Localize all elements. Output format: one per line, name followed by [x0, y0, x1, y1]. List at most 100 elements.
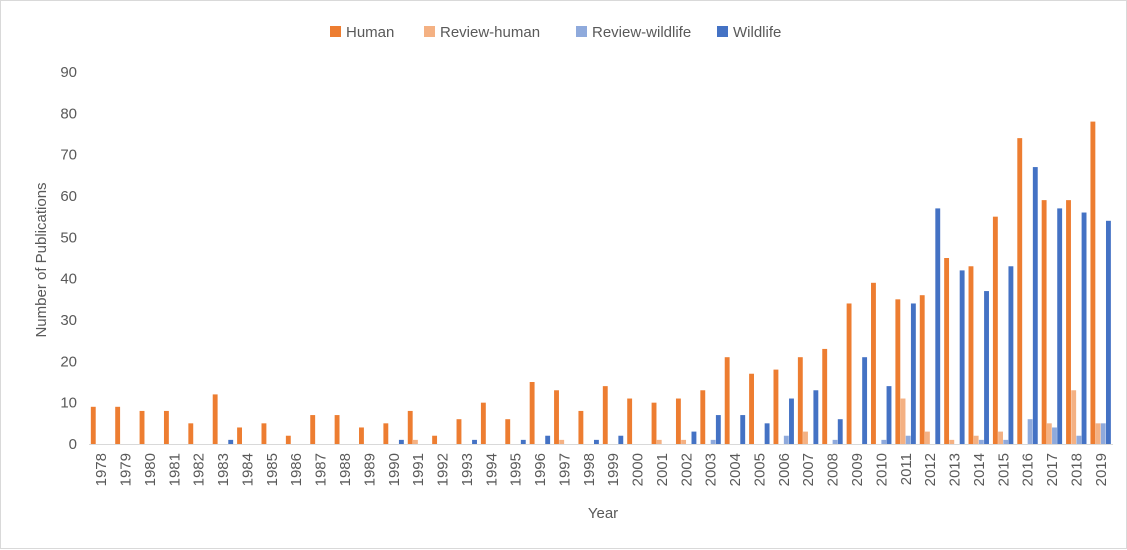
x-tick-label: 1979	[118, 453, 135, 486]
x-tick-label: 2001	[654, 453, 671, 486]
x-tick-label: 1996	[532, 453, 549, 486]
x-tick-label: 2007	[800, 453, 817, 486]
y-axis-title: Number of Publications	[33, 182, 50, 337]
bar-wildlife-2018	[1081, 212, 1087, 444]
bar-wildlife-2005	[764, 423, 770, 444]
x-tick-label: 1993	[459, 453, 476, 486]
bar-wildlife-2008	[837, 419, 843, 444]
bar-human-2005	[749, 373, 754, 444]
bar-human-1999	[602, 386, 608, 444]
bar-wildlife-2004	[740, 415, 746, 444]
x-tick-label: 2014	[971, 453, 988, 486]
bar-human-1981	[163, 410, 169, 444]
bar-review-human-2001	[656, 439, 662, 444]
x-tick-label: 2016	[1020, 453, 1037, 486]
x-tick-label: 2010	[873, 453, 890, 486]
bar-wildlife-2013	[959, 270, 965, 444]
bar-wildlife-1996	[545, 435, 551, 444]
bar-review-human-2007	[803, 431, 808, 444]
bar-human-1985	[261, 423, 267, 444]
bar-review-human-2018	[1071, 390, 1077, 444]
bar-human-1978	[90, 406, 96, 444]
bar-human-1987	[310, 415, 316, 444]
x-tick-label: 2009	[849, 453, 866, 486]
bar-review-wildlife-2014	[978, 439, 984, 444]
bar-human-2019	[1090, 121, 1096, 444]
x-tick-label: 2006	[776, 453, 793, 486]
x-tick-label: 1983	[215, 453, 232, 486]
x-tick-label: 1995	[508, 453, 525, 486]
bar-review-wildlife-2011	[905, 435, 911, 444]
bar-review-wildlife-2016	[1027, 419, 1033, 444]
legend-swatch-wildlife	[717, 26, 728, 37]
x-tick-label: 1992	[435, 453, 452, 486]
x-tick-label: 1987	[313, 453, 330, 486]
x-tick-label: 2004	[727, 453, 744, 486]
y-tick-label: 0	[69, 436, 77, 453]
bar-human-1986	[285, 435, 291, 444]
legend-label-human: Human	[346, 24, 394, 41]
bar-review-wildlife-2010	[881, 439, 887, 444]
bar-wildlife-2002	[691, 431, 697, 444]
x-tick-label: 2013	[947, 453, 964, 486]
x-tick-label: 1986	[288, 453, 305, 486]
x-tick-label: 2005	[751, 453, 768, 486]
x-tick-label: 1985	[264, 453, 281, 486]
bar-human-1996	[529, 382, 535, 444]
bars	[90, 121, 1111, 444]
bar-wildlife-2009	[862, 357, 868, 444]
x-tick-label: 1994	[483, 453, 500, 486]
x-tick-label: 2003	[703, 453, 720, 486]
y-axis-ticks: 0 10 20 30 40 50 60 70 80 90	[60, 64, 77, 453]
bar-human-2006	[773, 369, 779, 444]
bar-review-human-2019	[1095, 423, 1101, 444]
bar-human-1983	[212, 394, 218, 444]
x-tick-label: 2008	[825, 453, 842, 486]
x-tick-label: 2002	[678, 453, 695, 486]
bar-human-1979	[115, 406, 121, 444]
legend-swatch-review-human	[424, 26, 435, 37]
x-tick-label: 1990	[386, 453, 403, 486]
bar-human-2000	[627, 398, 633, 444]
bar-human-2007	[797, 357, 803, 444]
bar-review-human-2013	[949, 439, 955, 444]
bar-human-2016	[1017, 138, 1023, 444]
x-tick-label: 2012	[922, 453, 939, 486]
x-axis-title: Year	[588, 505, 618, 522]
bar-human-2002	[675, 398, 681, 444]
bar-review-human-2017	[1046, 423, 1052, 444]
y-tick-label: 90	[60, 64, 77, 81]
x-tick-label: 2019	[1093, 453, 1110, 486]
bar-human-1989	[359, 427, 364, 444]
bar-human-1988	[334, 415, 340, 444]
bar-human-2003	[700, 390, 706, 444]
bar-human-1990	[383, 423, 389, 444]
bar-human-2011	[895, 299, 901, 444]
legend-swatch-review-wildlife	[576, 26, 587, 37]
bar-review-wildlife-2019	[1100, 423, 1106, 444]
bar-review-human-1991	[412, 439, 418, 444]
bar-human-2015	[992, 216, 998, 444]
x-tick-label: 1989	[361, 453, 378, 486]
bar-human-2004	[724, 357, 730, 444]
bar-wildlife-2006	[789, 398, 794, 444]
bar-human-2001	[651, 402, 657, 444]
bar-review-wildlife-2006	[783, 435, 789, 444]
bar-wildlife-2019	[1105, 220, 1111, 444]
legend-label-review-human: Review-human	[440, 24, 540, 41]
bar-wildlife-2012	[935, 208, 941, 444]
y-tick-label: 20	[60, 353, 77, 370]
bar-human-1997	[554, 390, 559, 444]
legend-label-review-wildlife: Review-wildlife	[592, 24, 691, 41]
x-tick-label: 1982	[191, 453, 208, 486]
bar-human-1993	[456, 419, 462, 444]
legend-swatch-human	[330, 26, 341, 37]
bar-human-2014	[968, 266, 974, 444]
bar-wildlife-1993	[472, 439, 477, 444]
bar-review-wildlife-2017	[1052, 427, 1057, 444]
bar-wildlife-2016	[1032, 167, 1038, 444]
bar-wildlife-2007	[813, 390, 819, 444]
y-tick-label: 70	[60, 147, 77, 164]
